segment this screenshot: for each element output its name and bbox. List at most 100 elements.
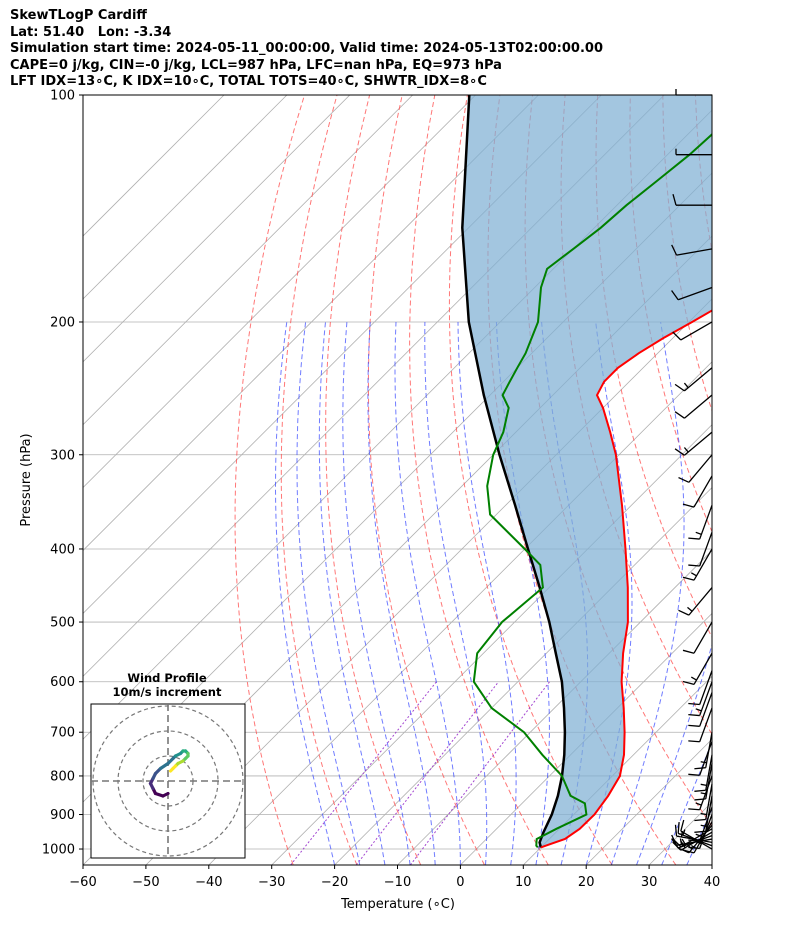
wind-barb-half-flag	[700, 761, 707, 764]
y-tick-label: 600	[50, 675, 75, 690]
hodograph-trace-segment	[168, 766, 175, 773]
hodograph-subtitle: 10m/s increment	[113, 685, 222, 699]
wind-barb-staff	[699, 692, 713, 727]
wind-barb	[671, 244, 713, 256]
x-tick-label: −50	[132, 875, 159, 890]
dry-adiabat	[662, 95, 712, 413]
wind-barb	[672, 194, 712, 206]
wind-barb	[674, 367, 713, 392]
wind-barb	[688, 775, 713, 811]
dry-adiabat	[448, 95, 613, 865]
wind-barb-flag	[674, 411, 685, 419]
y-tick-label: 400	[50, 542, 75, 557]
x-axis-label: Temperature (∘C)	[340, 897, 455, 912]
wind-barb	[688, 531, 713, 567]
y-tick-label: 700	[50, 726, 75, 741]
profile-lines	[461, 95, 712, 849]
wind-barb-staff	[705, 795, 713, 832]
wind-barb	[694, 754, 713, 792]
wind-barb-half-flag	[700, 812, 707, 816]
moist-adiabat	[367, 321, 436, 865]
wind-barb-flag	[671, 290, 679, 301]
wind-barb-staff	[693, 652, 713, 685]
wind-barb-flag	[672, 331, 682, 341]
wind-barbs	[671, 89, 713, 854]
wind-barb-half-flag	[695, 708, 702, 712]
title-station: SkewTLogP Cardiff	[10, 8, 147, 23]
wind-barb-half-flag	[683, 447, 689, 453]
dry-adiabat	[367, 95, 485, 865]
wind-barb	[674, 431, 713, 456]
chart-title: SkewTLogP Cardiff Lat: 51.40 Lon: -3.34 …	[10, 8, 603, 91]
moist-adiabat	[636, 642, 712, 865]
dry-adiabat	[728, 95, 794, 865]
wind-barb-flag	[688, 740, 700, 743]
mixing-ratio-line	[410, 681, 550, 865]
wind-barb-half-flag	[690, 676, 697, 681]
wind-barb-half-flag	[682, 829, 686, 836]
wind-barb-half-flag	[695, 531, 702, 535]
wind-barb	[688, 505, 713, 540]
title-indices-2: LFT IDX=13∘C, K IDX=10∘C, TOTAL TOTS=40∘…	[10, 74, 487, 89]
hodograph-title: Wind Profile	[127, 671, 207, 685]
wind-barb-flag	[688, 537, 700, 540]
wind-barb-flag	[678, 609, 690, 616]
wind-barb-flag	[672, 194, 677, 206]
wind-barb-flag	[694, 798, 706, 801]
title-indices-1: CAPE=0 j/kg, CIN=-0 j/kg, LCL=987 hPa, L…	[10, 57, 502, 73]
wind-barb	[688, 741, 713, 776]
wind-barb-flag	[674, 448, 685, 456]
wind-barb-half-flag	[700, 792, 707, 795]
wind-barb-staff	[705, 732, 713, 768]
moist-adiabat	[711, 863, 712, 865]
wind-barb-flag	[682, 649, 695, 654]
wind-barb-flag	[677, 822, 680, 834]
wind-barb	[678, 587, 713, 616]
moist-adiabat	[296, 321, 361, 865]
wind-barb-half-flag	[695, 833, 702, 837]
moist-adiabat	[610, 321, 685, 865]
wind-barb-staff	[699, 707, 713, 743]
cape-shading	[462, 95, 712, 848]
wind-barb	[682, 548, 713, 581]
wind-barb-half-flag	[695, 840, 702, 845]
wind-barb-staff	[693, 621, 713, 654]
moist-adiabat	[585, 321, 633, 865]
isotherm-line	[83, 95, 539, 552]
wind-barb-staff	[705, 783, 713, 820]
dewpoint-profile-line	[472, 133, 712, 849]
title-times: Simulation start time: 2024-05-11_00:00:…	[10, 41, 603, 56]
dry-adiabat	[325, 95, 422, 865]
moist-adiabat	[275, 321, 336, 865]
wind-barb	[688, 814, 713, 849]
wind-barb-flag	[694, 767, 706, 770]
wind-barb-half-flag	[695, 802, 702, 806]
hodograph-plot	[91, 704, 245, 858]
wind-barb	[672, 321, 713, 341]
y-tick-label: 300	[50, 448, 75, 463]
moist-adiabat	[318, 321, 386, 865]
y-tick-label: 500	[50, 616, 75, 631]
wind-barb-flag	[682, 680, 695, 686]
mixing-ratio-line	[355, 681, 499, 865]
wind-barb-half-flag	[687, 606, 693, 612]
isotherm-line	[83, 95, 225, 237]
wind-barb-flag	[674, 824, 678, 837]
dry-adiabat	[595, 95, 712, 639]
wind-barb	[678, 454, 713, 483]
wind-barb	[694, 795, 713, 833]
x-tick-label: −40	[195, 875, 222, 890]
y-tick-label: 800	[50, 769, 75, 784]
y-tick-label: 900	[50, 808, 75, 823]
wind-barb	[682, 475, 713, 508]
dry-adiabat	[409, 95, 549, 865]
isotherm-line	[711, 864, 712, 865]
wind-barb	[682, 621, 713, 654]
moist-adiabat	[342, 321, 411, 865]
x-tick-label: 10	[515, 875, 532, 890]
wind-barb-flag	[688, 773, 700, 776]
wind-barb-staff	[705, 763, 713, 800]
wind-barb-flag	[682, 576, 695, 581]
wind-barb-flag	[682, 849, 695, 854]
